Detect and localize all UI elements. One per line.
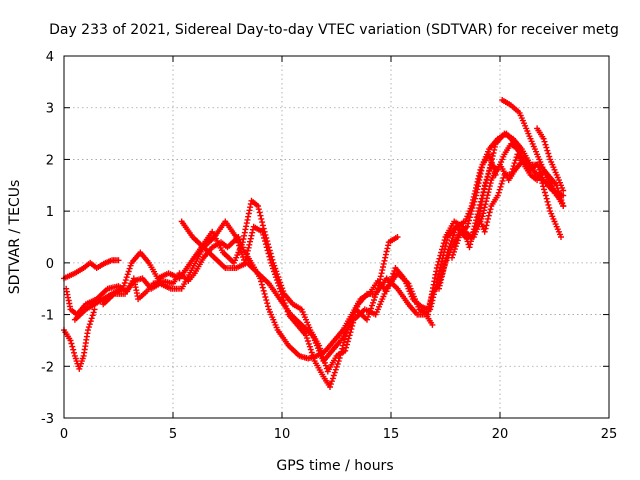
y-tick-label: -3 xyxy=(41,412,54,427)
data-point-markers xyxy=(449,151,499,261)
series-track-10 xyxy=(534,125,567,194)
series-track-6 xyxy=(178,218,436,365)
data-point-markers xyxy=(534,125,567,194)
x-tick-label: 25 xyxy=(601,427,618,442)
chart-title: Day 233 of 2021, Sidereal Day-to-day VTE… xyxy=(49,22,619,38)
x-tick-label: 5 xyxy=(169,427,177,442)
y-tick-label: 0 xyxy=(46,257,54,272)
data-point-markers xyxy=(499,97,567,209)
data-point-markers xyxy=(61,257,122,282)
y-axis-label: SDTVAR / TECUs xyxy=(7,180,23,295)
grid xyxy=(64,56,609,418)
y-tick-label: 2 xyxy=(46,153,54,168)
x-tick-label: 15 xyxy=(383,427,400,442)
data-point-markers xyxy=(178,218,436,365)
series-track-9 xyxy=(499,97,567,209)
x-tick-label: 0 xyxy=(60,427,68,442)
x-axis-label: GPS time / hours xyxy=(276,458,393,474)
y-tick-label: 3 xyxy=(46,102,54,117)
plot-area xyxy=(61,97,567,390)
x-tick-label: 10 xyxy=(274,427,291,442)
series-track-5 xyxy=(100,218,401,390)
data-point-markers xyxy=(100,218,401,390)
y-tick-label: -2 xyxy=(41,360,54,375)
y-tick-label: 1 xyxy=(46,205,54,220)
series-track-12 xyxy=(449,151,499,261)
plot-border xyxy=(63,55,610,419)
series-track-1 xyxy=(61,257,122,282)
y-tick-label: 4 xyxy=(46,50,54,65)
ticks: 0 5 10 15 20 25 -3 -2 -1 0 1 2 3 4 xyxy=(41,50,617,442)
y-tick-label: -1 xyxy=(41,309,54,324)
x-tick-label: 20 xyxy=(492,427,509,442)
